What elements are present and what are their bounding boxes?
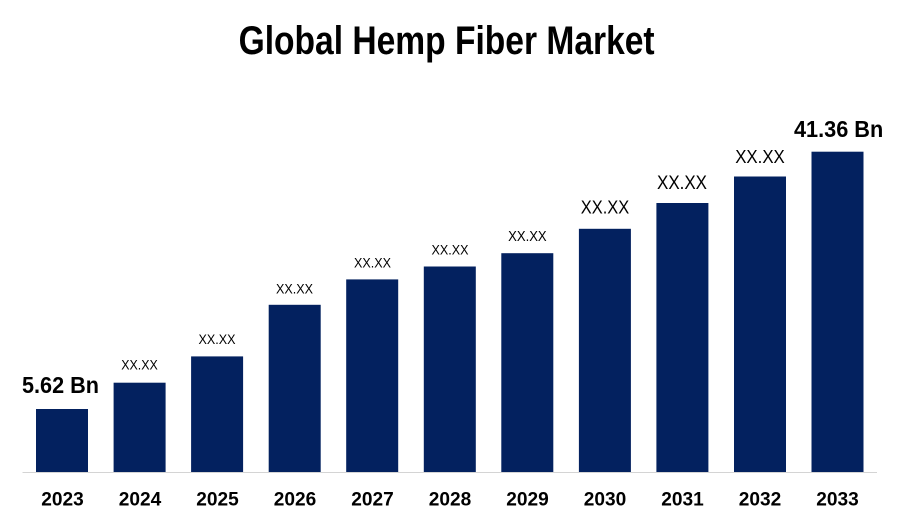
svg-text:2023: 2023 [41,489,84,511]
svg-text:XX.XX: XX.XX [276,281,313,296]
svg-text:XX.XX: XX.XX [121,358,158,373]
svg-text:XX.XX: XX.XX [735,146,785,167]
svg-text:2024: 2024 [119,489,162,511]
svg-text:XX.XX: XX.XX [581,198,630,218]
svg-text:2033: 2033 [816,489,859,511]
svg-text:XX.XX: XX.XX [199,332,236,347]
svg-text:XX.XX: XX.XX [354,256,391,271]
svg-text:2027: 2027 [351,489,394,511]
svg-text:2028: 2028 [429,489,472,511]
svg-text:2031: 2031 [661,489,704,511]
svg-text:2030: 2030 [584,489,627,511]
svg-text:41.36 Bn: 41.36 Bn [794,116,883,142]
svg-text:XX.XX: XX.XX [432,243,469,258]
svg-text:2026: 2026 [274,489,317,511]
svg-text:2032: 2032 [739,489,782,511]
svg-text:5.62 Bn: 5.62 Bn [22,372,99,398]
svg-text:2029: 2029 [506,489,549,511]
svg-text:2025: 2025 [196,489,239,511]
svg-text:XX.XX: XX.XX [657,173,707,194]
svg-text:XX.XX: XX.XX [508,229,547,245]
svg-text:Global Hemp Fiber Market: Global Hemp Fiber Market [239,19,655,63]
